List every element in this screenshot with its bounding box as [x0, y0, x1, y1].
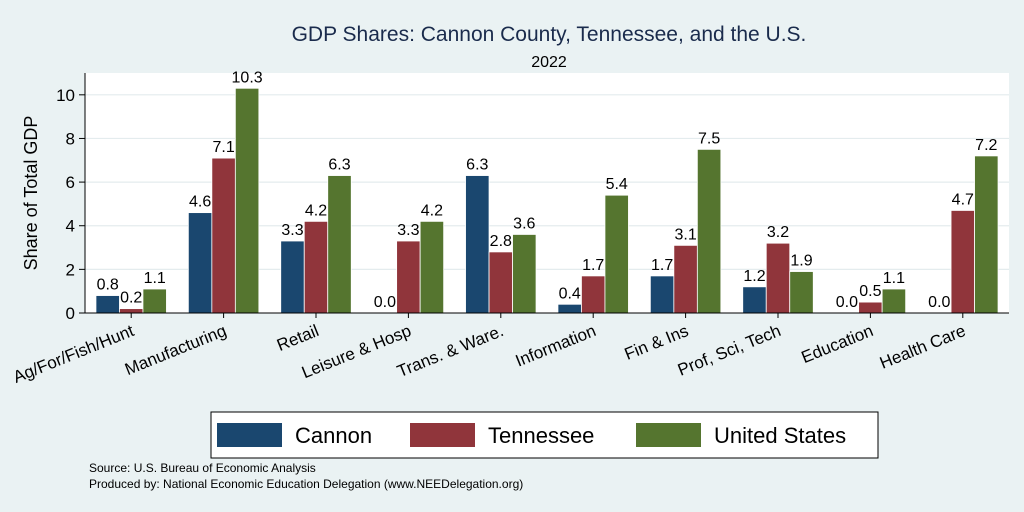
data-label: 5.4 [606, 176, 628, 193]
y-tick-label: 4 [66, 217, 75, 236]
data-label: 0.4 [559, 285, 581, 302]
data-label: 0.0 [374, 294, 396, 311]
bar [234, 87, 260, 314]
y-axis-label: Share of Total GDP [21, 116, 41, 271]
bar [765, 242, 791, 314]
legend-swatch [410, 423, 475, 447]
bar [142, 288, 167, 314]
x-tick-label: Ag/For/Fish/Hunt [10, 321, 137, 387]
bar [396, 240, 421, 314]
data-label: 7.5 [698, 130, 720, 147]
y-tick-label: 0 [66, 304, 75, 323]
legend-label: United States [714, 423, 846, 448]
data-label: 0.8 [97, 277, 119, 294]
data-label: 1.1 [883, 270, 905, 287]
bar [974, 155, 999, 314]
bar [789, 271, 814, 314]
x-tick-label: Fin & Ins [622, 321, 691, 364]
data-label: 0.0 [928, 294, 950, 311]
y-tick-label: 10 [56, 86, 75, 105]
y-axis: 0 2 4 6 8 10 [56, 86, 85, 323]
bar [303, 220, 329, 314]
produced-by-note: Produced by: National Economic Education… [89, 477, 523, 491]
legend-label: Cannon [295, 423, 372, 448]
bar [512, 234, 537, 314]
x-tick-label: Education [799, 321, 876, 367]
bar [858, 301, 883, 314]
legend-box [210, 411, 879, 459]
bar [327, 175, 352, 314]
y-tick-label: 2 [66, 260, 75, 279]
value-labels: 0.80.21.14.67.110.33.34.26.30.03.34.26.3… [97, 69, 998, 311]
data-label: 2.8 [490, 233, 512, 250]
data-label: 3.3 [397, 222, 419, 239]
bar [742, 286, 767, 314]
bar [488, 251, 513, 314]
legend: Cannon Tennessee United States [217, 423, 846, 448]
bar [465, 175, 490, 314]
bar [673, 244, 698, 314]
data-label: 0.5 [859, 283, 881, 300]
data-label: 0.2 [120, 290, 142, 307]
data-label: 4.2 [305, 202, 327, 219]
chart-title: GDP Shares: Cannon County, Tennessee, an… [292, 23, 807, 46]
y-tick-label: 6 [66, 173, 75, 192]
legend-label: Tennessee [488, 423, 594, 448]
x-tick-label: Trans. & Ware. [394, 321, 506, 381]
bar [604, 194, 629, 314]
data-label: 3.2 [767, 224, 789, 241]
source-note: Source: U.S. Bureau of Economic Analysis [89, 461, 316, 475]
bar [211, 157, 236, 314]
legend-swatch [217, 423, 282, 447]
data-label: 6.3 [328, 157, 350, 174]
bar [280, 240, 305, 314]
data-label: 3.3 [281, 222, 303, 239]
bars [95, 87, 999, 314]
data-label: 1.2 [743, 268, 765, 285]
data-label: 3.6 [513, 215, 535, 232]
bar [119, 308, 144, 314]
data-label: 4.2 [421, 202, 443, 219]
data-label: 3.1 [674, 226, 696, 243]
data-label: 1.7 [582, 257, 604, 274]
bar [419, 220, 445, 314]
bar [95, 295, 120, 314]
y-tick-label: 8 [66, 129, 75, 148]
data-label: 10.3 [232, 69, 263, 86]
x-tick-label: Prof, Sci, Tech [675, 321, 783, 380]
data-label: 7.1 [212, 139, 234, 156]
data-label: 7.2 [975, 137, 997, 154]
bar [649, 275, 675, 314]
data-label: 4.6 [189, 194, 211, 211]
data-label: 1.9 [790, 253, 812, 270]
bar [950, 210, 975, 314]
bar [696, 148, 722, 314]
data-label: 4.7 [952, 191, 974, 208]
data-label: 1.1 [144, 270, 166, 287]
x-tick-label: Health Care [877, 321, 968, 373]
x-tick-label: Manufacturing [122, 321, 229, 379]
data-label: 1.7 [651, 257, 673, 274]
x-tick-label: Retail [274, 321, 321, 355]
legend-swatch [636, 423, 701, 447]
bar [881, 288, 907, 314]
bar [187, 212, 213, 314]
data-label: 0.0 [836, 294, 858, 311]
x-tick-label: Information [513, 321, 599, 370]
data-label: 6.3 [466, 157, 488, 174]
bar [557, 303, 582, 314]
chart-subtitle: 2022 [531, 54, 567, 71]
bar [581, 275, 606, 314]
